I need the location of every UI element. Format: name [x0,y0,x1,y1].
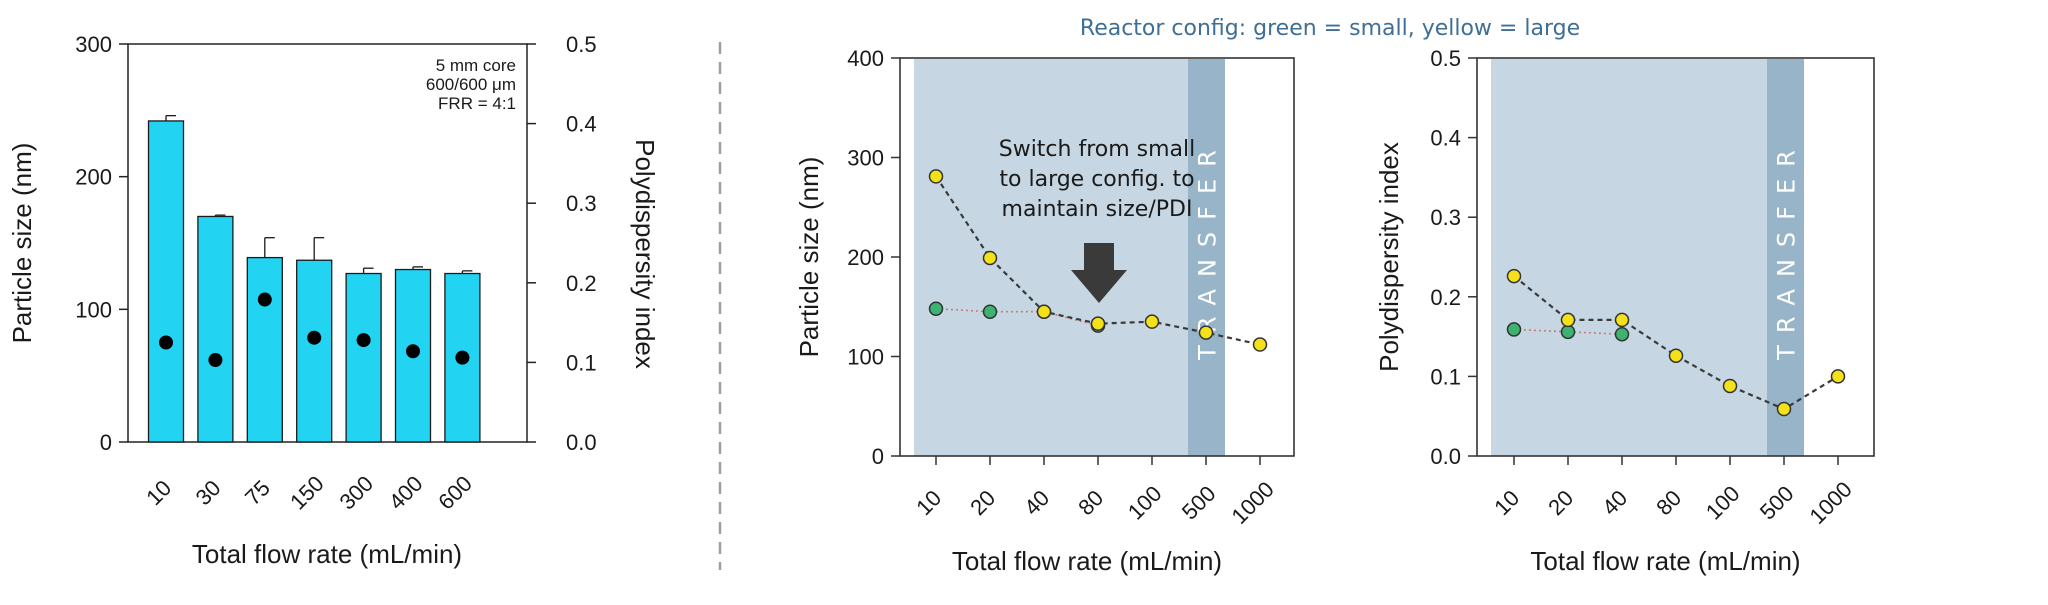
y-tick-label: 0 [100,430,112,455]
point-large [1668,348,1684,363]
y2-tick-label: 0.3 [566,191,597,216]
x-tick-label: 75 [240,475,275,510]
transfer-band [1767,59,1804,456]
y-tick-label: 0.5 [1430,46,1461,71]
x-tick-label: 600 [433,471,477,515]
annotation-line: FRR = 4:1 [438,94,516,113]
x-tick-label: 10 [141,475,176,510]
point-small [928,301,944,316]
pdi-point [208,353,223,368]
pdi-point [455,350,470,365]
series-line-small [1513,328,1623,336]
arrow-down-icon [1071,243,1127,303]
pdi-point [257,292,272,307]
y2-tick-label: 0.1 [566,350,597,375]
y2-tick-label: 0.0 [566,430,597,455]
x-tick-label: 100 [1701,481,1745,525]
pdi-point [356,333,371,348]
y-tick-label: 300 [847,146,884,171]
point-small [1614,326,1630,342]
x-tick-label: 30 [191,475,226,510]
y-tick-label: 400 [847,46,884,71]
point-large [1144,314,1160,329]
y-tick-label: 300 [75,32,112,57]
bar [246,256,283,443]
x-tick-label: 20 [965,485,1000,520]
y2-axis-label: Polydispersity index [630,139,660,369]
x-tick-label: 80 [1651,485,1686,520]
annotation-line: Switch from small [999,137,1196,162]
annotation-line: 5 mm core [436,56,516,75]
point-large [1830,369,1846,384]
x-tick-label: 10 [1489,485,1524,520]
y-tick-label: 0.4 [1430,126,1461,151]
transfer-band [1188,59,1225,456]
pdi-point [307,330,322,345]
annotation-line: 600/600 μm [426,75,516,94]
y-tick-label: 0.2 [1430,285,1461,310]
point-large [1090,316,1106,331]
point-large [1614,312,1630,328]
x-tick-label: 40 [1597,485,1632,520]
point-large [1506,268,1522,284]
x-tick-label: 100 [1123,481,1167,525]
point-small [1506,322,1522,337]
point-large [1036,304,1052,319]
point-large [1776,401,1792,417]
point-large [1560,312,1576,328]
x-tick-label: 500 [1755,481,1799,525]
y-tick-label: 0 [872,444,884,469]
x-tick-label: 1000 [1227,477,1279,529]
y-tick-label: 0.1 [1430,364,1461,389]
bar [345,272,382,443]
y2-tick-label: 0.2 [566,271,597,296]
y-tick-label: 0.3 [1430,205,1461,230]
bar [147,120,185,443]
shaded-region [1491,59,1804,456]
bar [197,215,234,443]
x-tick-label: 300 [334,471,378,515]
annotation-line: to large config. to [999,167,1194,192]
x-axis-label: Total flow rate (mL/min) [1530,546,1800,576]
transfer-label: TRANSFER [1194,138,1222,361]
y2-tick-label: 0.5 [566,32,597,57]
transfer-label: TRANSFER [1773,138,1801,361]
x-tick-label: 150 [285,471,329,515]
y-tick-label: 100 [75,297,112,322]
y-tick-label: 100 [847,345,884,370]
point-large [928,169,944,184]
y-tick-label: 0.0 [1430,444,1461,469]
x-tick-label: 10 [911,485,946,520]
x-tick-label: 40 [1019,485,1054,520]
pdi-point [159,335,173,350]
shaded-region [914,59,1225,456]
x-axis-label: Total flow rate (mL/min) [192,539,462,569]
y-tick-label: 200 [847,245,884,270]
x-tick-label: 500 [1177,481,1221,525]
x-tick-label: 80 [1073,485,1108,520]
point-large [1722,378,1738,394]
x-tick-label: 1000 [1805,477,1857,529]
y-tick-label: 200 [75,165,112,190]
point-small [982,304,998,319]
bar [296,259,333,443]
x-axis-label: Total flow rate (mL/min) [952,546,1222,576]
y-axis-label: Polydispersity index [1374,142,1404,372]
y-axis-label: Particle size (nm) [7,143,37,344]
x-tick-label: 400 [384,471,428,515]
y2-tick-label: 0.4 [566,112,597,137]
y-axis-label: Particle size (nm) [794,157,824,358]
panel-title: Reactor config: green = small, yellow = … [1080,16,1580,41]
annotation-line: maintain size/PDI [1002,197,1193,222]
point-large [1198,325,1214,340]
point-large [982,250,998,266]
pdi-point [406,344,420,359]
x-tick-label: 20 [1543,485,1578,520]
point-small [1560,324,1576,340]
point-large [1252,337,1268,352]
